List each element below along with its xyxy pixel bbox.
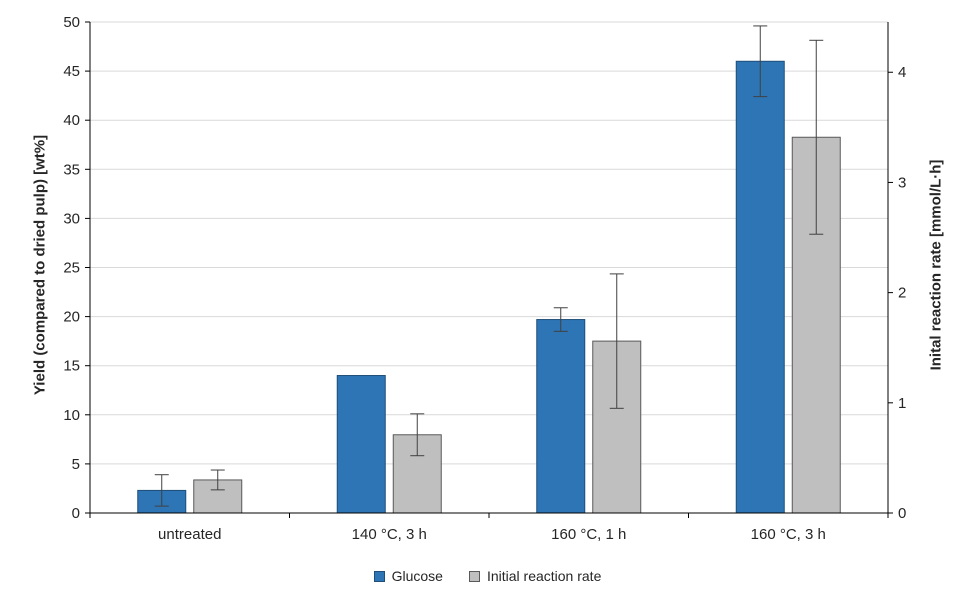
bar-glucose-3 [735, 60, 785, 514]
tick-label: 20 [63, 309, 80, 326]
tick-label: 25 [63, 260, 80, 277]
tick-label: 10 [63, 407, 80, 424]
tick-label: 3 [898, 174, 906, 191]
tick-label: 40 [63, 112, 80, 129]
bar-glucose-1 [336, 375, 386, 514]
category-label: untreated [158, 526, 221, 543]
legend-item-glucose: Glucose [373, 568, 443, 584]
legend-item-rate: Initial reaction rate [468, 568, 602, 584]
tick-label: 0 [72, 505, 80, 522]
tick-label: 45 [63, 63, 80, 80]
bar-glucose-2 [536, 319, 586, 514]
tick-label: 2 [898, 285, 906, 302]
tick-label: 35 [63, 161, 80, 178]
legend-label-glucose: Glucose [391, 568, 443, 584]
category-label: 160 °C, 3 h [751, 526, 826, 543]
rate-swatch-icon [468, 570, 480, 582]
tick-label: 1 [898, 395, 906, 412]
tick-label: 30 [63, 210, 80, 227]
tick-label: 4 [898, 64, 906, 81]
left-axis-title: Yield (compared to dried pulp) [wt%] [31, 134, 49, 396]
tick-label: 50 [63, 14, 80, 31]
right-axis-title: Inital reaction rate [mmol/L·h] [927, 159, 945, 371]
legend: Glucose Initial reaction rate [0, 568, 975, 584]
tick-label: 5 [72, 456, 80, 473]
category-label: 140 °C, 3 h [352, 526, 427, 543]
tick-label: 15 [63, 358, 80, 375]
tick-label: 0 [898, 505, 906, 522]
glucose-swatch-icon [373, 570, 385, 582]
category-label: 160 °C, 1 h [551, 526, 626, 543]
legend-label-rate: Initial reaction rate [486, 568, 602, 584]
